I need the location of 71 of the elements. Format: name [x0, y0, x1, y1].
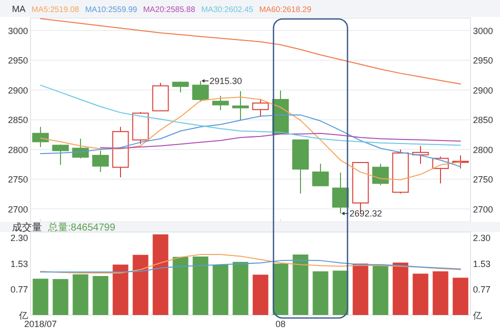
line-series	[40, 18, 461, 85]
y-tick-label: 1.53	[10, 259, 28, 270]
line-series	[40, 254, 461, 274]
bar	[352, 264, 368, 315]
y2-tick-label: 1.53	[473, 259, 491, 270]
candlestick	[312, 163, 329, 186]
x-tick-label: 2018/07	[24, 319, 57, 329]
bar	[112, 264, 128, 315]
x-tick-label: 08	[275, 319, 286, 329]
candlestick	[92, 150, 109, 173]
candlestick	[412, 145, 429, 164]
bar	[252, 274, 268, 315]
y-tick-label: 2900	[8, 85, 28, 96]
y-tick-label: 2700	[8, 204, 28, 214]
bar	[452, 278, 468, 315]
bar	[372, 264, 388, 315]
bar	[32, 278, 48, 315]
candlestick	[212, 95, 229, 111]
bar	[412, 274, 428, 315]
bar	[212, 264, 228, 315]
annotation: 2692.32	[350, 208, 382, 219]
line-series	[100, 132, 461, 149]
y-tick-label: 2800	[8, 144, 28, 155]
y-tick-label: 2850	[8, 115, 28, 126]
candlestick	[232, 90, 249, 121]
bar	[72, 274, 88, 315]
bar	[172, 256, 188, 315]
y-tick-label: 2750	[8, 174, 28, 185]
chart-title: MA	[12, 4, 26, 14]
y-tick-label: 0.77	[10, 284, 28, 295]
y2-tick-label: 亿	[472, 310, 482, 320]
bar	[312, 271, 328, 315]
y2-tick-label: 2900	[473, 85, 494, 96]
text: MA10:2559.99	[85, 5, 138, 14]
text: MA60:2618.29	[259, 5, 312, 14]
bar	[392, 262, 408, 315]
bar	[52, 279, 68, 315]
bar	[152, 234, 168, 315]
y-tick-label: 3000	[8, 26, 28, 36]
candlestick	[252, 98, 269, 118]
text: MA5:2519.08	[32, 5, 80, 14]
line-series	[40, 114, 461, 168]
annotation: 2915.30	[210, 76, 242, 86]
y2-tick-label: 3000	[473, 26, 494, 36]
line-series	[40, 260, 461, 272]
y2-tick-label: 2750	[473, 174, 494, 185]
bar	[292, 254, 308, 315]
y2-tick-label: 2800	[473, 144, 494, 155]
chart-title: 成交量	[12, 222, 42, 234]
y2-tick-label: 2.30	[473, 233, 491, 244]
candlestick	[372, 163, 389, 186]
y-tick-label: 亿	[18, 310, 28, 320]
bar	[232, 262, 248, 315]
bar	[92, 276, 108, 315]
candlestick	[172, 81, 189, 93]
y2-tick-label: 0.77	[473, 284, 491, 295]
bar	[332, 270, 348, 315]
y-tick-label: 2.30	[10, 233, 28, 244]
text: MA20:2585.88	[143, 5, 196, 14]
line-series	[40, 84, 461, 146]
bar	[272, 264, 288, 315]
bar	[132, 254, 148, 315]
bar	[432, 271, 448, 315]
candlestick	[32, 126, 49, 148]
bar	[192, 256, 208, 315]
y-tick-label: 2950	[8, 56, 28, 66]
candlestick	[52, 144, 69, 166]
y2-tick-label: 2700	[473, 204, 494, 214]
y2-tick-label: 2850	[473, 115, 494, 126]
y2-tick-label: 2950	[473, 56, 494, 66]
text: MA30:2602.45	[201, 5, 254, 14]
